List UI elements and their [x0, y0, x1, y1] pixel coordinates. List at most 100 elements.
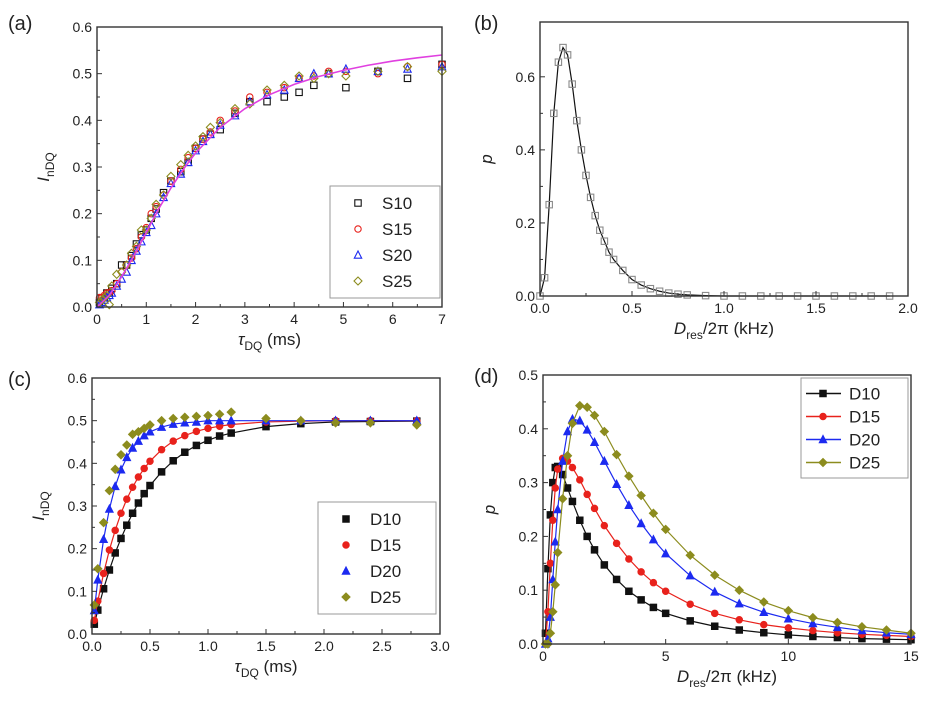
- data-point: [151, 199, 161, 210]
- y-tick-label: 0.2: [516, 215, 536, 231]
- series-D10: [90, 417, 421, 628]
- data-point: [342, 83, 350, 92]
- data-point: [133, 426, 144, 437]
- data-point: [599, 455, 609, 465]
- data-point: [181, 431, 189, 440]
- x-tick-label: 0: [539, 648, 547, 664]
- data-point: [611, 449, 622, 460]
- data-point: [575, 400, 585, 411]
- legend-marker: [819, 389, 827, 398]
- data-point: [540, 273, 549, 282]
- data-point: [575, 415, 585, 425]
- series-line: [539, 46, 890, 297]
- y-axis-label-sub: nDQ: [43, 152, 57, 177]
- y-tick-label: 0.5: [73, 66, 93, 82]
- data-point: [104, 485, 115, 496]
- data-point: [145, 426, 155, 436]
- x-tick-label: 2.0: [898, 300, 918, 316]
- y-tick-label: 0.5: [519, 367, 539, 383]
- data-point: [661, 548, 671, 558]
- data-point: [573, 116, 581, 125]
- data-point: [589, 410, 600, 421]
- y-axis-label: InDQ: [29, 491, 52, 520]
- data-point: [158, 190, 169, 200]
- legend-label: S20: [382, 246, 412, 265]
- y-axis-label: p: [477, 154, 496, 164]
- data-point: [546, 559, 555, 568]
- y-axis-label: p: [480, 505, 499, 515]
- y-tick-label: 0.4: [73, 112, 93, 128]
- data-point: [583, 490, 591, 499]
- data-point: [296, 415, 306, 426]
- data-point: [735, 626, 744, 634]
- series-line: [545, 404, 912, 645]
- data-point: [649, 603, 658, 612]
- data-point: [545, 200, 553, 209]
- data-point: [146, 457, 154, 465]
- data-point: [857, 622, 867, 632]
- data-point: [589, 437, 600, 447]
- x-axis-label-main: D: [674, 319, 686, 338]
- series-fit-0: [536, 43, 894, 300]
- data-point: [157, 468, 166, 476]
- data-point: [609, 255, 618, 264]
- data-point: [550, 109, 558, 118]
- data-point: [123, 495, 131, 503]
- data-point: [549, 516, 557, 525]
- data-point: [553, 465, 562, 473]
- data-point: [591, 211, 599, 220]
- legend: D10 D15 D20 D25: [317, 501, 437, 615]
- data-point: [576, 516, 584, 525]
- data-point: [107, 281, 117, 291]
- y-tick-label: 0.3: [519, 475, 539, 491]
- data-point: [759, 597, 769, 607]
- data-point: [624, 499, 634, 509]
- x-tick-label: 5: [340, 311, 348, 327]
- y-tick-label: 0.3: [73, 159, 93, 175]
- x-tick-label: 3.0: [430, 638, 450, 654]
- data-point: [365, 418, 376, 428]
- data-point: [134, 473, 143, 481]
- data-point: [341, 71, 351, 81]
- data-point: [131, 245, 142, 255]
- x-tick-label: 5: [662, 648, 670, 664]
- y-axis-label: InDQ: [34, 152, 57, 181]
- x-tick-label: 4: [290, 311, 298, 327]
- data-point: [611, 479, 622, 488]
- data-point: [140, 464, 148, 473]
- data-point: [760, 628, 768, 637]
- data-point: [123, 521, 131, 529]
- y-tick-label: 0.0: [516, 288, 536, 304]
- data-point: [685, 550, 695, 561]
- panel-label: (d): [474, 366, 498, 388]
- data-point: [295, 88, 303, 97]
- data-point: [808, 618, 818, 628]
- data-point: [110, 481, 120, 491]
- legend-label: D15: [849, 408, 880, 427]
- x-tick-label: 2.0: [314, 638, 334, 654]
- legend-marker: [353, 249, 363, 259]
- legend-label: D20: [370, 562, 401, 581]
- series-D25: [540, 400, 916, 649]
- data-point: [263, 97, 271, 106]
- data-point: [261, 413, 271, 424]
- data-point: [625, 555, 633, 563]
- data-point: [599, 426, 610, 437]
- data-point: [784, 624, 793, 632]
- x-axis-label-sub: DQ: [241, 666, 259, 680]
- y-tick-label: 0.6: [516, 69, 536, 85]
- data-point: [808, 612, 818, 623]
- data-point: [245, 99, 255, 109]
- data-point: [168, 418, 178, 428]
- y-tick-label: 0.2: [73, 206, 93, 222]
- data-point: [710, 586, 720, 596]
- data-point: [117, 509, 125, 518]
- data-point: [323, 68, 334, 79]
- data-point: [605, 248, 613, 256]
- data-point: [192, 441, 201, 450]
- data-point: [881, 625, 892, 635]
- x-tick-label: 1: [142, 311, 150, 327]
- data-point: [596, 226, 604, 234]
